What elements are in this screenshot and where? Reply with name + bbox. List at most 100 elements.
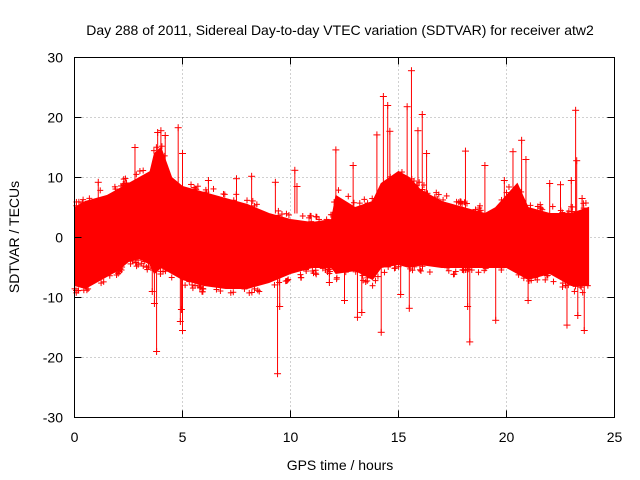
outlier-point: [161, 132, 169, 139]
scatter-point: [98, 280, 105, 287]
outlier-point: [377, 328, 385, 336]
scatter-point: [542, 276, 549, 283]
scatter-point: [498, 196, 505, 203]
outlier-point: [379, 93, 387, 100]
scatter-point: [457, 198, 464, 205]
outlier-point: [461, 147, 469, 155]
scatter-point: [416, 266, 423, 273]
outlier-point: [353, 313, 361, 321]
scatter-point: [580, 205, 587, 212]
scatter-point: [313, 271, 320, 278]
scatter-point: [398, 169, 405, 176]
scatter-point: [571, 288, 578, 295]
scatter-point: [424, 190, 431, 197]
y-tick-label: 30: [47, 50, 63, 66]
data-points: [71, 67, 591, 378]
scatter-point: [251, 202, 258, 209]
scatter-point: [465, 266, 472, 273]
outlier-point: [358, 309, 366, 316]
scatter-point: [416, 179, 423, 186]
scatter-point: [331, 199, 338, 206]
y-tick-label: -10: [43, 290, 63, 306]
x-tick-label: 0: [71, 429, 79, 445]
scatter-point: [361, 196, 368, 203]
scatter-point: [150, 147, 157, 154]
scatter-point: [463, 200, 470, 207]
scatter-point: [80, 287, 87, 294]
outlier-point: [580, 327, 588, 334]
outlier-point: [405, 304, 413, 312]
scatter-point: [550, 278, 557, 285]
scatter-point: [313, 213, 320, 220]
scatter-point: [538, 205, 545, 212]
scatter-point: [106, 272, 113, 279]
y-tick-label: -30: [43, 410, 63, 426]
outlier-point: [94, 178, 102, 186]
scatter-point: [407, 265, 414, 272]
scatter-point: [161, 152, 168, 159]
scatter-point: [188, 181, 195, 188]
scatter-point: [79, 199, 86, 206]
outlier-point: [522, 156, 530, 163]
scatter-point: [244, 197, 251, 204]
outlier-point: [274, 370, 282, 378]
scatter-point: [569, 208, 576, 215]
scatter-point: [476, 202, 483, 209]
scatter-point: [528, 277, 535, 284]
scatter-point: [220, 190, 227, 197]
scatter-point: [138, 260, 145, 267]
scatter-point: [362, 278, 369, 285]
scatter-point: [249, 197, 256, 204]
scatter-point: [86, 195, 93, 202]
x-tick-label: 25: [607, 429, 623, 445]
scatter-point: [203, 189, 210, 196]
scatter-point: [308, 218, 315, 225]
scatter-point: [246, 289, 253, 296]
scatter-point: [100, 278, 107, 285]
outlier-point: [384, 102, 392, 109]
scatter-point: [278, 211, 285, 218]
scatter-point: [460, 266, 467, 273]
scatter-point: [539, 206, 546, 213]
scatter-point: [527, 202, 534, 209]
outlier-point: [492, 316, 500, 324]
scatter-point: [472, 206, 479, 213]
outlier-point: [293, 183, 301, 190]
scatter-point: [534, 203, 541, 210]
scatter-point: [413, 182, 420, 189]
outlier-point: [509, 148, 517, 156]
outlier-point: [464, 303, 472, 310]
scatter-point: [374, 273, 381, 280]
y-tick-label: 0: [55, 230, 63, 246]
outlier-point: [557, 181, 564, 189]
outlier-point: [563, 321, 571, 329]
scatter-point: [141, 258, 148, 265]
axis-ticks: 0 5 10 15 20 25 -30 -20 -10 0 10 20 30: [43, 50, 623, 446]
scatter-point: [299, 213, 306, 220]
scatter-point: [276, 279, 283, 286]
scatter-point: [285, 211, 292, 218]
scatter-point: [153, 144, 160, 151]
scatter-point: [80, 196, 87, 203]
outlier-point: [418, 111, 426, 118]
scatter-point: [230, 289, 237, 296]
scatter-point: [316, 216, 323, 223]
scatter-point: [345, 193, 352, 200]
scatter-point: [333, 276, 340, 283]
scatter-point: [256, 288, 263, 295]
scatter-point: [559, 280, 566, 287]
scatter-point: [122, 175, 129, 182]
scatter-point: [271, 281, 278, 288]
scatter-point: [342, 269, 349, 276]
outlier-point: [423, 150, 431, 157]
scatter-point: [297, 274, 304, 281]
outlier-point: [573, 157, 581, 165]
outlier-point: [574, 312, 582, 319]
scatter-point: [359, 272, 366, 279]
scatter-point: [168, 274, 175, 281]
scatter-point: [217, 288, 224, 295]
scatter-point: [123, 179, 130, 186]
outlier-point: [466, 338, 474, 346]
scatter-point: [381, 269, 388, 276]
outlier-point: [179, 150, 186, 157]
